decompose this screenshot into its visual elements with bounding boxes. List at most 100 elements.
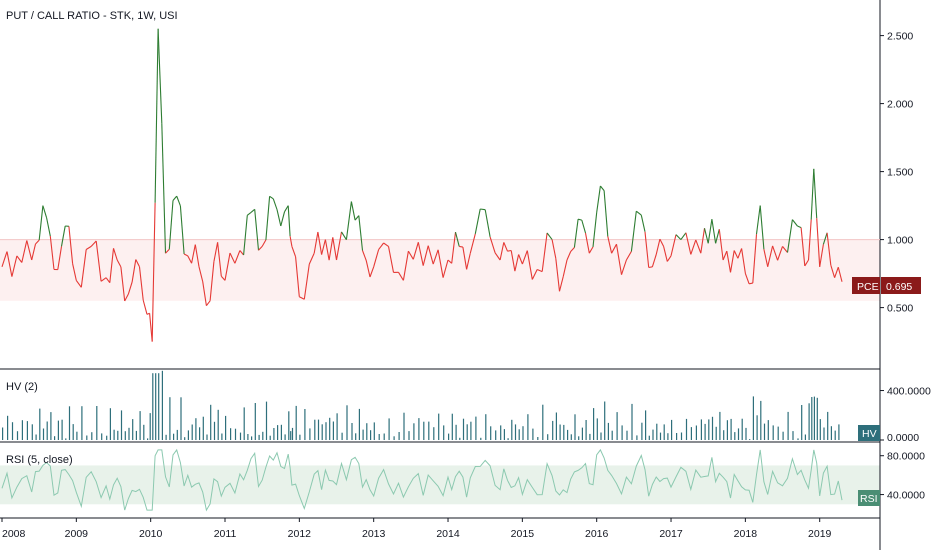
hv-bar (39, 408, 41, 440)
pce-tag: PCE (852, 277, 880, 294)
hv-series (2, 370, 840, 440)
y-tick-label: 2.000 (887, 99, 913, 111)
hv-bar (124, 431, 126, 440)
hv-bar (428, 421, 430, 440)
hv-bar (690, 427, 692, 440)
pcr-segment (387, 246, 395, 273)
hv-bar (135, 430, 137, 440)
pcr-segment (138, 266, 144, 301)
hv-bar (26, 421, 28, 440)
hv-bar (65, 438, 67, 440)
hv-bar (290, 431, 292, 440)
hv-bar (299, 434, 301, 440)
pcr-segment (378, 242, 385, 250)
hv-bar (737, 428, 740, 440)
pcr-segment (752, 234, 758, 284)
pcr-segment (239, 250, 245, 256)
hv-bar (11, 422, 14, 440)
hv-bar (559, 424, 561, 440)
hv-bar (438, 413, 440, 440)
pcr-segment (105, 277, 111, 284)
pcr-segment (135, 259, 140, 268)
pcr-segment (635, 210, 642, 216)
hv-bar (663, 424, 665, 440)
pcr-segment (581, 219, 587, 234)
pcr-segment (1, 251, 8, 267)
pcr-segment (209, 261, 215, 301)
hv-bar (173, 433, 175, 440)
hv-bar (234, 428, 237, 440)
hv-bar (398, 432, 400, 440)
pcr-segment (220, 275, 226, 281)
pcr-segment (807, 219, 812, 261)
hv-bar (202, 416, 204, 440)
pcr-segment (800, 227, 806, 266)
hv-bar (120, 410, 123, 440)
hv-bar (225, 415, 227, 440)
pcr-segment (217, 242, 222, 277)
pce-tag-name: PCE (857, 281, 879, 293)
hv-bar (570, 434, 572, 440)
pcr-segment (726, 251, 732, 273)
pcr-segment (499, 242, 505, 261)
pcr-segment (42, 205, 48, 218)
hv-bar (834, 430, 836, 440)
reference-band (0, 239, 880, 301)
pcr-segment (744, 273, 750, 284)
pcr-segment (620, 259, 627, 275)
pcr-segment (124, 293, 129, 302)
pcr-segment (151, 202, 156, 342)
hv-bar (388, 418, 390, 440)
pcr-segment (454, 231, 460, 247)
pcr-segment (755, 205, 761, 235)
pcr-segment (810, 168, 815, 220)
pcr-segment (11, 255, 18, 277)
hv-bar (616, 412, 618, 440)
pcr-segment (715, 229, 720, 244)
hv-bar (760, 400, 762, 440)
pce-tag-value: 0.695 (886, 281, 912, 293)
pcr-segment (592, 212, 598, 247)
hv-bar (537, 437, 539, 440)
pcr-segment (489, 236, 496, 253)
hv-bar (351, 423, 353, 440)
hv-bar (321, 424, 323, 440)
pcr-segment (663, 246, 668, 262)
pcr-segment (280, 211, 286, 227)
pcr-segment (165, 248, 170, 254)
hv-bar (667, 433, 669, 440)
pcr-segment (332, 237, 338, 261)
hv-bar (109, 408, 111, 440)
pcr-segment (116, 259, 122, 268)
pcr-segment (570, 247, 575, 252)
hv-bar (581, 427, 583, 440)
pcr-segment (655, 238, 661, 255)
pcr-segment (328, 237, 334, 261)
pcr-segment (584, 232, 590, 254)
pcr-segment (341, 231, 347, 240)
hv-bar (213, 421, 216, 440)
pcr-segment (521, 250, 528, 265)
pcr-segment (695, 239, 702, 254)
pcr-segment (154, 28, 159, 203)
pcr-segment (819, 244, 824, 267)
pcr-segment (729, 250, 735, 273)
hv-bar (346, 405, 348, 440)
hv-bar (485, 414, 487, 440)
hv-bar (708, 419, 710, 440)
hv-bar (547, 434, 549, 440)
hv-bar (277, 425, 279, 440)
hv-bar (42, 428, 45, 440)
hv-bar (258, 434, 260, 440)
pcr-segment (213, 242, 219, 262)
hv-bar (490, 426, 492, 440)
pcr-segment (72, 263, 77, 281)
hv-bar (480, 437, 482, 440)
hv-bar (671, 419, 673, 440)
hv-bar (206, 434, 208, 440)
pcr-segment (615, 244, 623, 275)
pcr-segment (566, 251, 572, 261)
hv-bar (715, 426, 717, 440)
hv-bar (695, 425, 697, 440)
